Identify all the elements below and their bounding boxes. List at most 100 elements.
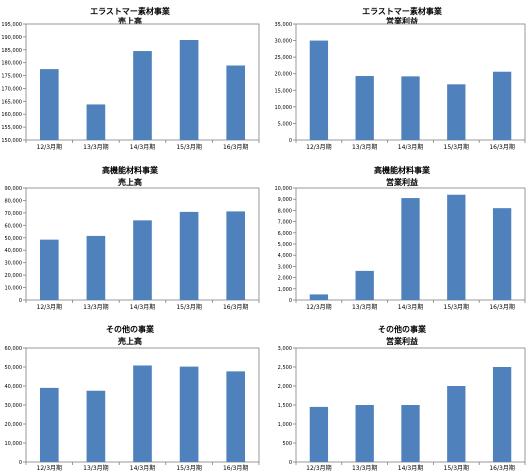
x-tick-label: 13/3月期 [83, 464, 108, 472]
bar-5 [492, 208, 512, 300]
x-tick-label: 15/3月期 [444, 464, 469, 472]
y-tick-label: 60,000 [5, 223, 23, 229]
bar-1 [39, 69, 59, 140]
bar-5 [492, 367, 512, 462]
bar-4 [447, 194, 466, 300]
x-tick-label: 13/3月期 [83, 143, 108, 151]
chart-title: エラストマー素材事業 [362, 6, 443, 16]
y-tick-label: 50,000 [5, 365, 23, 371]
y-tick-label: 1,000 [278, 422, 292, 428]
bar-1 [309, 40, 329, 141]
chart-title: 高機能材料事業 [374, 165, 431, 175]
y-tick-label: 500 [282, 441, 292, 447]
y-tick-label: 1,500 [278, 403, 292, 409]
x-tick-label: 15/3月期 [176, 464, 201, 472]
x-tick-label: 16/3月期 [489, 464, 514, 472]
x-tick-label: 12/3月期 [37, 143, 62, 151]
y-tick-label: 90,000 [5, 186, 23, 192]
y-tick-label: 30,000 [275, 39, 293, 45]
y-tick-label: 10,000 [5, 286, 23, 292]
y-tick-label: 150,000 [1, 138, 22, 144]
bar-5 [492, 71, 512, 140]
bar-1 [39, 239, 59, 300]
x-tick-label: 13/3月期 [83, 303, 108, 311]
y-tick-label: 0 [19, 298, 22, 304]
y-tick-label: 0 [289, 298, 292, 304]
chart-subtitle: 売上高 [118, 16, 142, 26]
y-tick-label: 20,000 [275, 72, 293, 78]
y-tick-label: 40,000 [5, 248, 23, 254]
x-tick-label: 13/3月期 [352, 143, 377, 151]
x-tick-label: 14/3月期 [130, 303, 155, 311]
y-tick-label: 3,000 [278, 346, 292, 352]
bar-5 [226, 371, 246, 462]
x-tick-label: 12/3月期 [306, 143, 331, 151]
chart-title: エラストマー素材事業 [90, 6, 171, 16]
bar-2 [86, 390, 106, 462]
y-tick-label: 40,000 [5, 384, 23, 390]
y-tick-label: 2,000 [278, 276, 292, 282]
y-tick-label: 30,000 [5, 403, 23, 409]
bar-1 [309, 406, 329, 462]
y-tick-label: 25,000 [275, 55, 293, 61]
x-tick-label: 15/3月期 [444, 303, 469, 311]
x-tick-label: 15/3月期 [444, 143, 469, 151]
y-tick-label: 9,000 [278, 197, 292, 203]
bar-2 [355, 76, 374, 140]
y-tick-label: 8,000 [278, 208, 292, 214]
y-tick-label: 175,000 [1, 74, 22, 80]
bar-2 [355, 405, 374, 462]
y-tick-label: 70,000 [5, 211, 23, 217]
x-tick-label: 15/3月期 [176, 143, 201, 151]
x-tick-label: 12/3月期 [306, 464, 331, 472]
y-tick-label: 195,000 [1, 22, 22, 28]
y-tick-label: 50,000 [5, 236, 23, 242]
x-tick-label: 16/3月期 [489, 303, 514, 311]
y-tick-label: 20,000 [5, 273, 23, 279]
y-tick-label: 180,000 [1, 61, 22, 67]
bar-3 [133, 220, 152, 300]
bar-1 [39, 387, 59, 462]
chart-subtitle: 営業利益 [386, 16, 418, 26]
bar-3 [401, 76, 420, 140]
x-tick-label: 16/3月期 [223, 143, 248, 151]
bar-3 [133, 51, 152, 140]
bar-2 [355, 270, 374, 300]
x-tick-label: 14/3月期 [130, 143, 155, 151]
chart-subtitle: 売上高 [118, 177, 142, 187]
x-tick-label: 12/3月期 [37, 303, 62, 311]
y-tick-label: 60,000 [5, 346, 23, 352]
y-tick-label: 7,000 [278, 220, 292, 226]
bar-3 [401, 198, 420, 300]
chart-title: その他の事業 [378, 324, 427, 334]
x-tick-label: 16/3月期 [489, 143, 514, 151]
x-tick-label: 13/3月期 [352, 303, 377, 311]
y-tick-label: 190,000 [1, 35, 22, 41]
y-tick-label: 2,500 [278, 365, 292, 371]
x-tick-label: 13/3月期 [352, 464, 377, 472]
chart-title: その他の事業 [106, 324, 155, 334]
y-tick-label: 30,000 [5, 261, 23, 267]
bar-3 [401, 405, 420, 462]
bar-4 [447, 386, 466, 462]
y-tick-label: 6,000 [278, 231, 292, 237]
bar-2 [86, 104, 106, 140]
bar-2 [86, 235, 106, 300]
y-tick-label: 4,000 [278, 253, 292, 259]
y-tick-label: 1,000 [278, 287, 292, 293]
chart-title: 高機能材料事業 [102, 165, 159, 175]
y-tick-label: 10,000 [5, 441, 23, 447]
y-tick-label: 0 [289, 138, 292, 144]
x-tick-label: 12/3月期 [306, 303, 331, 311]
x-tick-label: 14/3月期 [398, 464, 423, 472]
bar-5 [226, 211, 246, 300]
bar-3 [133, 365, 152, 462]
y-tick-label: 170,000 [1, 86, 22, 92]
chart-subtitle: 営業利益 [386, 177, 418, 187]
x-tick-label: 12/3月期 [37, 464, 62, 472]
